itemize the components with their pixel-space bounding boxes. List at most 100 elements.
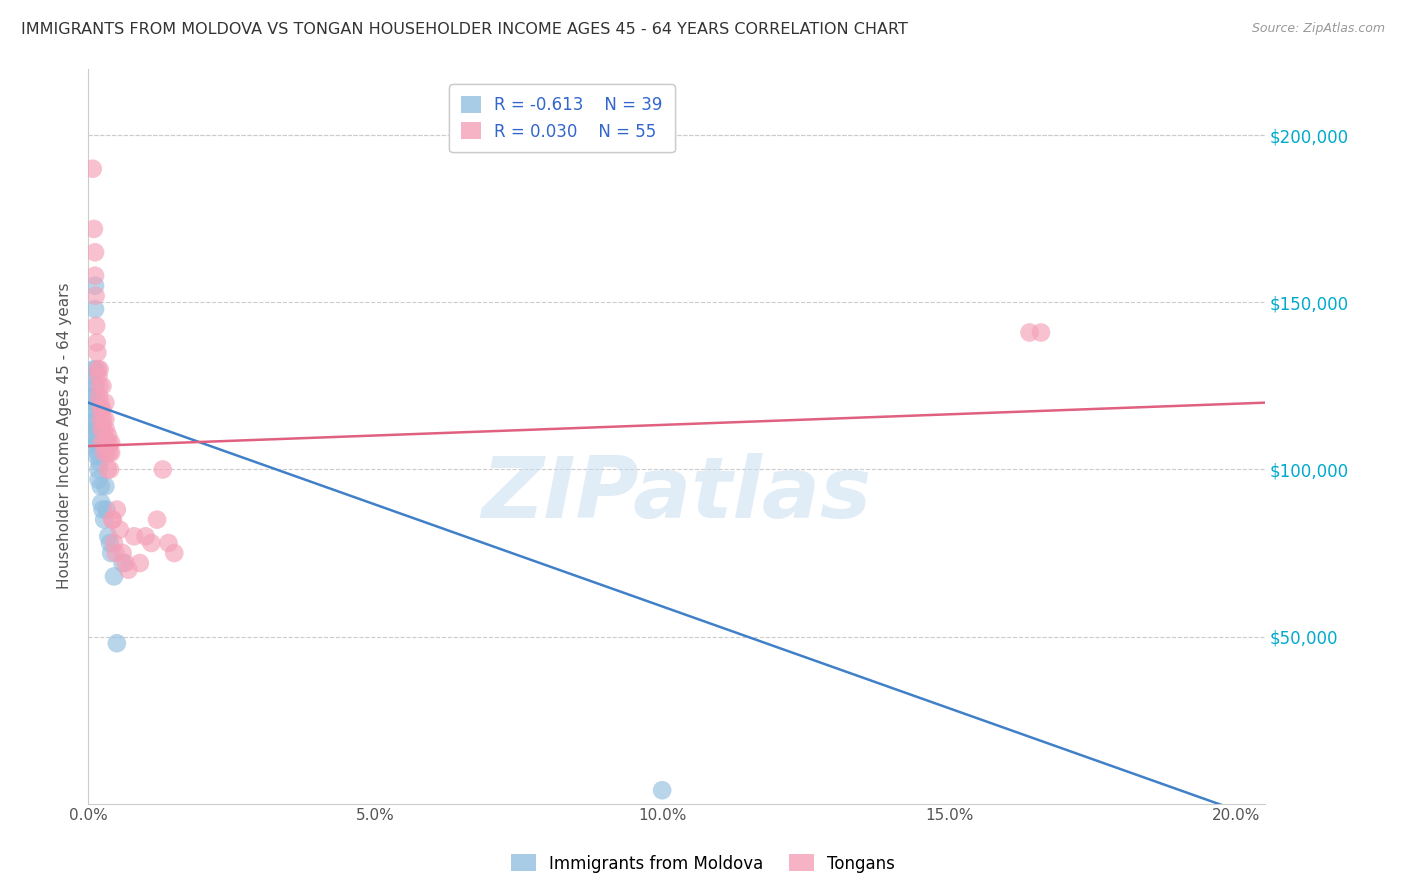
Point — [90, 479, 112, 493]
Point — [84, 268, 107, 283]
Point — [104, 546, 127, 560]
Point — [90, 435, 112, 450]
Text: ZIPatlas: ZIPatlas — [481, 453, 872, 536]
Point — [97, 429, 120, 443]
Point — [87, 473, 110, 487]
Point — [100, 446, 122, 460]
Point — [103, 569, 125, 583]
Point — [96, 446, 118, 460]
Point — [114, 556, 136, 570]
Point — [98, 462, 121, 476]
Point — [89, 362, 111, 376]
Point — [84, 379, 107, 393]
Point — [82, 161, 104, 176]
Point — [163, 546, 186, 560]
Point — [89, 456, 111, 470]
Legend: Immigrants from Moldova, Tongans: Immigrants from Moldova, Tongans — [505, 847, 901, 880]
Point — [83, 389, 105, 403]
Text: IMMIGRANTS FROM MOLDOVA VS TONGAN HOUSEHOLDER INCOME AGES 45 - 64 YEARS CORRELAT: IMMIGRANTS FROM MOLDOVA VS TONGAN HOUSEH… — [21, 22, 908, 37]
Point — [98, 446, 121, 460]
Point — [94, 412, 117, 426]
Point — [83, 379, 105, 393]
Point — [87, 462, 110, 476]
Text: Source: ZipAtlas.com: Source: ZipAtlas.com — [1251, 22, 1385, 36]
Point — [1018, 326, 1040, 340]
Point — [97, 462, 120, 476]
Point — [90, 412, 112, 426]
Point — [84, 362, 107, 376]
Point — [111, 546, 134, 560]
Point — [96, 502, 118, 516]
Point — [98, 536, 121, 550]
Point — [141, 536, 163, 550]
Point — [84, 302, 107, 317]
Point — [90, 496, 112, 510]
Point — [82, 419, 104, 434]
Point — [117, 563, 139, 577]
Point — [83, 222, 105, 236]
Point — [87, 368, 110, 383]
Point — [83, 402, 105, 417]
Point — [103, 536, 125, 550]
Point — [157, 536, 180, 550]
Point — [94, 395, 117, 409]
Y-axis label: Householder Income Ages 45 - 64 years: Householder Income Ages 45 - 64 years — [58, 283, 72, 590]
Point — [86, 422, 108, 436]
Point — [86, 335, 108, 350]
Point — [84, 245, 107, 260]
Point — [93, 513, 115, 527]
Point — [83, 439, 105, 453]
Point — [83, 416, 105, 430]
Point — [101, 513, 124, 527]
Point — [84, 278, 107, 293]
Point — [1029, 326, 1052, 340]
Point — [83, 429, 105, 443]
Point — [93, 435, 115, 450]
Point — [91, 502, 114, 516]
Point — [82, 368, 104, 383]
Point — [108, 523, 131, 537]
Point — [91, 402, 114, 417]
Point — [146, 513, 169, 527]
Point — [84, 289, 107, 303]
Point — [91, 379, 114, 393]
Point — [96, 435, 118, 450]
Point — [93, 422, 115, 436]
Point — [128, 556, 150, 570]
Point — [89, 379, 111, 393]
Point — [83, 362, 105, 376]
Point — [87, 362, 110, 376]
Point — [84, 429, 107, 443]
Point — [111, 556, 134, 570]
Point — [86, 449, 108, 463]
Point — [97, 435, 120, 450]
Point — [84, 412, 107, 426]
Point — [89, 395, 111, 409]
Point — [97, 529, 120, 543]
Point — [105, 502, 128, 516]
Point — [651, 783, 673, 797]
Point — [90, 402, 112, 417]
Point — [84, 318, 107, 333]
Point — [87, 389, 110, 403]
Point — [82, 389, 104, 403]
Point — [90, 422, 112, 436]
Point — [94, 479, 117, 493]
Point — [86, 435, 108, 450]
Point — [100, 435, 122, 450]
Point — [101, 513, 124, 527]
Point — [152, 462, 174, 476]
Point — [100, 546, 122, 560]
Point — [91, 412, 114, 426]
Point — [93, 446, 115, 460]
Point — [82, 402, 104, 417]
Point — [86, 345, 108, 359]
Point — [105, 636, 128, 650]
Point — [94, 422, 117, 436]
Point — [122, 529, 145, 543]
Legend: R = -0.613    N = 39, R = 0.030    N = 55: R = -0.613 N = 39, R = 0.030 N = 55 — [450, 84, 675, 153]
Point — [135, 529, 157, 543]
Point — [83, 395, 105, 409]
Point — [89, 435, 111, 450]
Point — [87, 446, 110, 460]
